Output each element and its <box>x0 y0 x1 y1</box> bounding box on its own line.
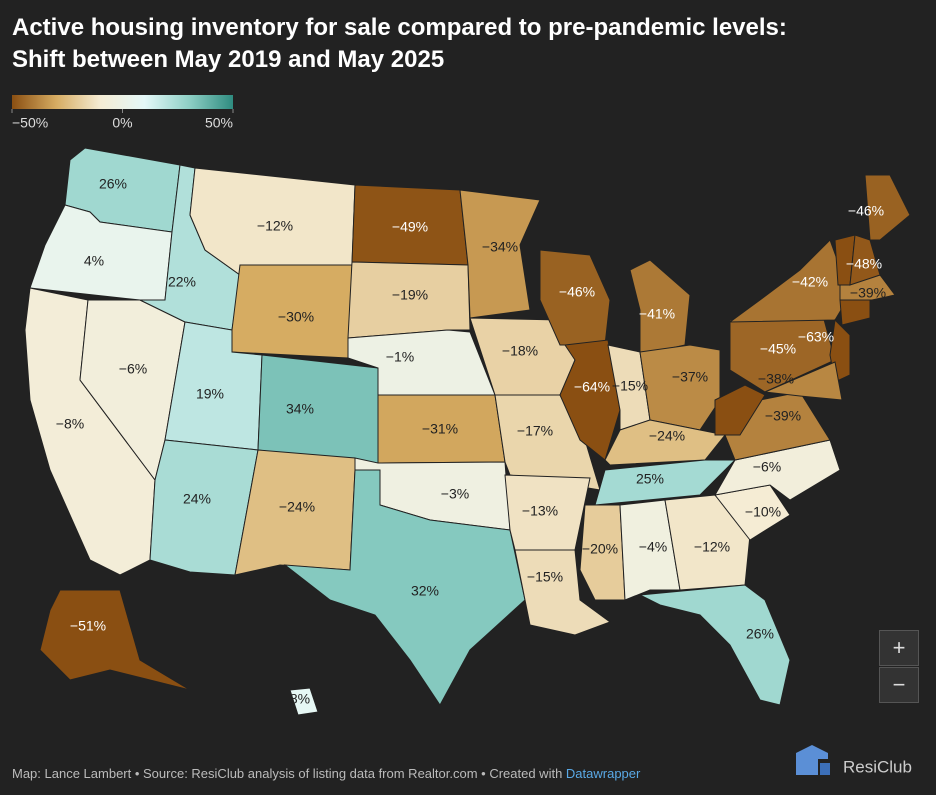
zoom-out-button[interactable]: − <box>879 667 919 703</box>
region-label: −13% <box>522 503 558 519</box>
region-label: −15% <box>612 378 648 394</box>
region-label: −24% <box>279 499 315 515</box>
region <box>283 469 526 706</box>
region <box>629 259 691 356</box>
region-label: −39% <box>765 408 801 424</box>
region-label: −12% <box>694 539 730 555</box>
region <box>639 344 721 431</box>
region-label: 8% <box>290 691 310 707</box>
region-label: −38% <box>758 371 794 387</box>
region-label: −6% <box>753 459 781 475</box>
region <box>638 584 791 706</box>
region-label: −45% <box>760 341 796 357</box>
region-label: −6% <box>119 361 147 377</box>
region-label: −8% <box>56 416 84 432</box>
region-label: −34% <box>482 239 518 255</box>
region-label: −17% <box>517 423 553 439</box>
region <box>39 589 191 691</box>
region-label: 32% <box>411 583 439 599</box>
region <box>257 354 379 466</box>
region-label: −37% <box>672 369 708 385</box>
region <box>604 419 726 466</box>
color-legend-label: 50% <box>205 115 233 131</box>
region-label: −46% <box>848 203 884 219</box>
region <box>714 384 766 436</box>
color-legend-bar <box>12 95 233 109</box>
region-label: −20% <box>582 541 618 557</box>
region <box>459 189 541 319</box>
region-label: −12% <box>257 218 293 234</box>
region-label: −31% <box>422 421 458 437</box>
region <box>594 459 737 506</box>
region-label: −10% <box>745 504 781 520</box>
region-label: −42% <box>792 274 828 290</box>
map-title: Active housing inventory for sale compar… <box>12 14 787 41</box>
region-label: −39% <box>850 285 886 301</box>
region-label: −19% <box>392 287 428 303</box>
region-label: −49% <box>392 219 428 235</box>
region <box>347 261 471 339</box>
region-label: −51% <box>70 618 106 634</box>
region-label: 24% <box>183 491 211 507</box>
region <box>864 174 911 241</box>
color-legend-label: 0% <box>112 115 132 131</box>
region <box>289 687 319 716</box>
region-label: 4% <box>84 253 104 269</box>
region-label: −1% <box>386 349 414 365</box>
region-label: 26% <box>746 626 774 642</box>
footer-link[interactable]: Datawrapper <box>565 766 641 781</box>
region-label: −41% <box>639 306 675 322</box>
logo-icon <box>796 745 830 775</box>
region <box>664 494 751 591</box>
region-label: 22% <box>168 274 196 290</box>
region <box>619 499 681 601</box>
region <box>231 264 353 359</box>
footer-source: Map: Lance Lambert • Source: ResiClub an… <box>12 766 566 781</box>
region-label: −15% <box>527 569 563 585</box>
region-label: −18% <box>502 343 538 359</box>
region <box>763 361 843 401</box>
zoom-in-button[interactable]: + <box>879 630 919 666</box>
region-label: −24% <box>649 428 685 444</box>
region-label: −46% <box>559 284 595 300</box>
region-label: −64% <box>574 379 610 395</box>
color-legend-label: −50% <box>12 115 48 131</box>
region-label: 19% <box>196 386 224 402</box>
region-label: 34% <box>286 401 314 417</box>
map-subtitle: Shift between May 2019 and May 2025 <box>12 46 445 73</box>
region-label: −48% <box>846 256 882 272</box>
region-label: −3% <box>441 486 469 502</box>
region-label: 26% <box>99 176 127 192</box>
region <box>579 504 626 601</box>
region <box>839 297 871 326</box>
region-label: −63% <box>798 329 834 345</box>
region <box>728 239 851 323</box>
region <box>849 234 881 286</box>
region-label: −4% <box>639 539 667 555</box>
footer: Map: Lance Lambert • Source: ResiClub an… <box>12 766 640 781</box>
region-label: −30% <box>278 309 314 325</box>
region <box>514 549 612 636</box>
logo-text: ResiClub <box>843 757 912 776</box>
region-label: 25% <box>636 471 664 487</box>
